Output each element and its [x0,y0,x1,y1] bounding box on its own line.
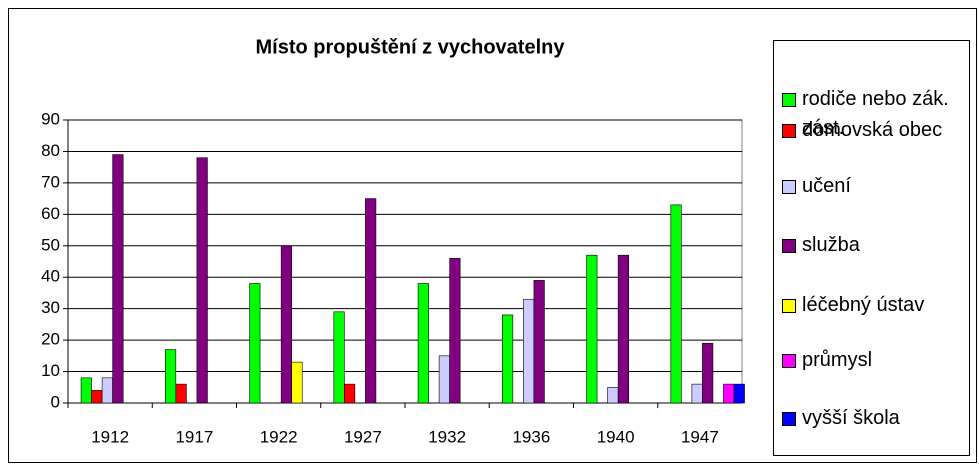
bar [101,377,113,404]
legend-item: domovská obec [782,116,967,145]
legend-swatch [782,299,796,313]
legend-label: rodiče nebo zák. zást. [802,88,949,139]
legend-label: služba [802,234,860,256]
legend-item: léčebný ústav [782,291,967,320]
bar [607,386,619,404]
bar [417,283,429,404]
y-tick-label: 50 [41,235,60,254]
bar [723,383,735,404]
legend-swatch [782,239,796,253]
x-tick-label: 1936 [512,427,550,446]
x-tick-label: 1917 [175,427,213,446]
legend-item: rodiče nebo zák. zást. [782,85,967,143]
bar [438,355,450,404]
bar [165,349,177,404]
legend-item: služba [782,231,967,260]
y-tick-label: 0 [51,392,60,411]
plot-area [67,119,743,404]
legend-swatch [782,124,796,138]
bar [533,280,545,404]
y-tick-label: 40 [41,267,60,286]
bar [80,377,92,404]
bar [523,298,535,404]
bar [333,311,345,404]
bar [670,204,682,404]
legend-swatch [782,93,796,107]
y-tick-label: 10 [41,361,60,380]
bar [691,383,703,404]
bar [502,314,514,404]
bar [291,361,303,404]
x-tick-label: 1927 [344,427,382,446]
y-tick-label: 90 [41,109,60,128]
x-tick-label: 1947 [681,427,719,446]
bar [112,154,124,404]
bar [702,342,714,404]
bar [449,258,461,404]
legend-label: domovská obec [802,119,943,141]
bar [175,383,187,404]
x-tick-label: 1940 [597,427,635,446]
legend-item: průmysl [782,346,967,375]
bar [196,157,208,404]
legend-label: léčebný ústav [802,294,925,316]
bar [280,245,292,404]
bar [91,390,103,404]
bar [617,254,629,404]
x-tick-label: 1912 [91,427,129,446]
bar [249,283,261,404]
legend-swatch [782,412,796,426]
x-tick-label: 1932 [428,427,466,446]
legend-swatch [782,180,796,194]
bar [586,254,598,404]
bar [365,198,377,404]
legend-label: učení [802,175,851,197]
y-tick-label: 80 [41,141,60,160]
legend-item: vyšší škola [782,404,967,433]
x-tick-label: 1922 [260,427,298,446]
legend-swatch [782,354,796,368]
legend-item: učení [782,172,967,201]
y-tick-label: 30 [41,298,60,317]
bar [344,383,356,404]
y-tick-label: 70 [41,172,60,191]
legend-box [773,40,970,456]
legend-label: průmysl [802,349,873,371]
chart-title: Místo propuštění z vychovatelny [256,36,566,58]
y-tick-label: 60 [41,204,60,223]
bar [733,383,745,404]
legend-label: vyšší škola [802,407,900,429]
y-tick-label: 20 [41,330,60,349]
